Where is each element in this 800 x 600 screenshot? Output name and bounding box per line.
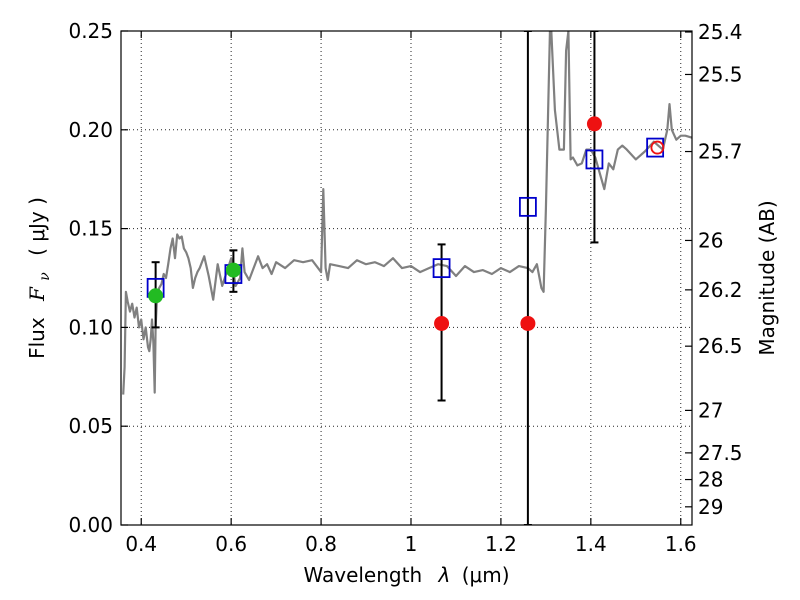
error-bars [151,31,599,525]
y-axis-title-main: Flux [25,317,49,359]
plot-frame [120,30,693,526]
green-point-0 [148,288,164,304]
y-axis-title: Flux F ν ( μJy ) [25,197,54,359]
red-point-1 [520,315,536,331]
data-points [146,116,665,331]
green-point-1 [225,262,241,278]
y-tick-label-0: 0.00 [68,513,113,537]
x-axis-title-main: Wavelength [303,563,422,587]
x-tick-label-2: 0.8 [305,532,337,556]
y-axis-title-unit: ( μJy ) [25,197,49,256]
y-tick-label-1: 0.05 [68,414,113,438]
model-point-2 [432,258,451,279]
x-axis-title-unit: (μm) [462,563,510,587]
x-tick-label-5: 1.4 [575,532,607,556]
y2-tick-label-0: 25.4 [698,20,743,44]
y2-tick-label-7: 27.5 [698,441,743,465]
y2-tick-label-9: 29 [698,495,723,519]
y2-tick-label-3: 26 [698,228,723,252]
y-axis-title-symbol: F [25,286,49,302]
y2-tick-label-2: 25.7 [698,140,743,164]
y-tick-label-2: 0.10 [68,315,113,339]
x-tick-label-3: 1 [405,532,418,556]
x-tick-label-6: 1.6 [665,532,697,556]
y-tick-label-3: 0.15 [68,217,113,241]
red-point-2 [586,116,602,132]
y-axis-ticks: 0.00 0.05 0.10 0.15 0.20 0.25 [68,19,128,537]
model-point-3 [518,196,537,217]
model-point-4 [585,149,604,170]
y2-tick-label-4: 26.2 [698,278,743,302]
x-axis-ticks: 0.4 0.6 0.8 1 1.2 1.4 1.6 [125,31,697,556]
grid [121,30,692,526]
y-tick-label-5: 0.25 [68,19,113,43]
spectrum-line [122,31,692,395]
y-axis-title-subscript: ν [37,272,53,281]
y2-tick-label-5: 26.5 [698,334,743,358]
x-tick-label-1: 0.6 [215,532,247,556]
x-axis-title: Wavelength λ (μm) [303,563,509,587]
x-axis-title-symbol: λ [438,563,451,587]
x-tick-label-0: 0.4 [125,532,157,556]
y2-axis-title: Magnitude (AB) [755,200,779,355]
y-tick-label-4: 0.20 [68,118,113,142]
red-open-point-0 [650,140,665,155]
plot-area [122,31,692,525]
x-tick-label-4: 1.2 [485,532,517,556]
y2-tick-label-1: 25.5 [698,62,743,86]
y2-axis-ticks: 25.4 25.5 25.7 26 26.2 26.5 27 27.5 28 29 [685,20,743,519]
y2-tick-label-8: 28 [698,468,723,492]
y2-tick-label-6: 27 [698,398,723,422]
red-point-0 [434,315,450,331]
